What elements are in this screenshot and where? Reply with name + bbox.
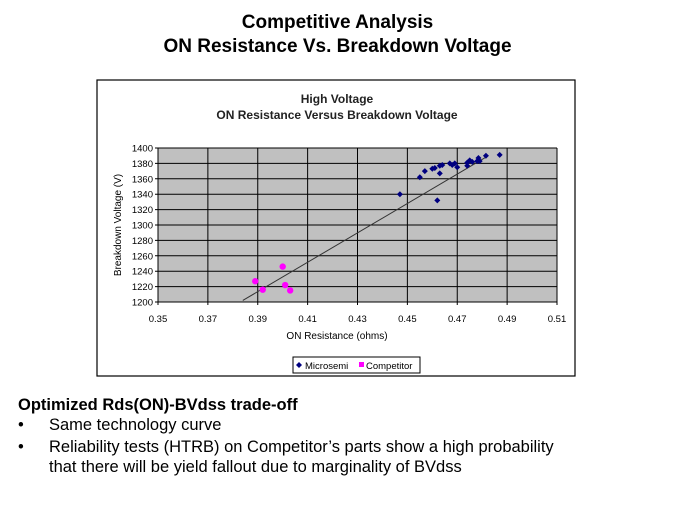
point-microsemi	[451, 160, 458, 167]
point-competitor	[259, 286, 266, 293]
legend-competitor-marker	[359, 362, 364, 367]
y-tick-label: 1400	[132, 144, 153, 155]
y-tick-label: 1260	[132, 251, 153, 262]
y-tick-label: 1340	[132, 190, 153, 201]
y-tick-label: 1220	[132, 282, 153, 293]
x-tick-label: 0.39	[249, 314, 268, 325]
bullet-1: Same technology curve	[49, 416, 222, 434]
legend-competitor-label: Competitor	[366, 361, 412, 372]
slide-title-line1: Competitive Analysis	[241, 12, 434, 33]
x-tick-label: 0.45	[398, 314, 417, 325]
y-tick-label: 1300	[132, 221, 153, 232]
point-microsemi	[396, 191, 403, 198]
chart-title: High Voltage	[301, 92, 374, 106]
x-tick-label: 0.41	[298, 314, 317, 325]
x-tick-label: 0.51	[548, 314, 567, 325]
point-microsemi	[482, 152, 489, 159]
point-microsemi	[439, 161, 446, 168]
y-tick-label: 1380	[132, 159, 153, 170]
point-microsemi	[469, 158, 476, 165]
point-competitor	[281, 281, 289, 289]
x-tick-label: 0.43	[348, 314, 367, 325]
x-axis-label: ON Resistance (ohms)	[286, 331, 387, 342]
x-tick-label: 0.35	[149, 314, 168, 325]
y-tick-label: 1280	[132, 236, 153, 247]
point-microsemi	[416, 174, 423, 181]
point-competitor	[286, 287, 294, 294]
scatter-chart: High Voltage ON Resistance Versus Breakd…	[96, 79, 576, 377]
bullet-marker: •	[18, 438, 24, 456]
x-tick-label: 0.37	[199, 314, 218, 325]
point-microsemi	[496, 151, 503, 158]
y-tick-label: 1320	[132, 205, 153, 216]
point-competitor	[252, 278, 259, 285]
y-axis-label: Breakdown Voltage (V)	[113, 174, 124, 276]
x-tick-label: 0.47	[448, 314, 467, 325]
trade-off-heading: Optimized Rds(ON)-BVdss trade-off	[18, 396, 298, 414]
legend-microsemi-label: Microsemi	[305, 361, 348, 372]
point-microsemi	[476, 158, 483, 165]
point-microsemi	[436, 170, 443, 177]
x-tick-label: 0.49	[498, 314, 517, 325]
point-microsemi	[431, 165, 438, 172]
trendline	[242, 156, 488, 301]
chart-subtitle: ON Resistance Versus Breakdown Voltage	[216, 108, 458, 122]
point-microsemi	[464, 162, 471, 169]
bullet-marker: •	[18, 416, 24, 434]
slide-title-line2: ON Resistance Vs. Breakdown Voltage	[163, 36, 512, 57]
bullet-2-continued: that there will be yield fallout due to …	[49, 458, 462, 476]
y-tick-label: 1360	[132, 174, 153, 185]
point-competitor	[279, 263, 286, 270]
y-tick-label: 1240	[132, 267, 153, 278]
y-tick-label: 1200	[132, 298, 153, 309]
legend: Microsemi Competitor	[292, 356, 421, 374]
point-microsemi	[434, 197, 441, 204]
bullet-2: Reliability tests (HTRB) on Competitor’s…	[49, 438, 554, 456]
legend-microsemi-marker	[296, 362, 302, 368]
point-microsemi	[454, 164, 461, 171]
point-microsemi	[421, 168, 428, 175]
